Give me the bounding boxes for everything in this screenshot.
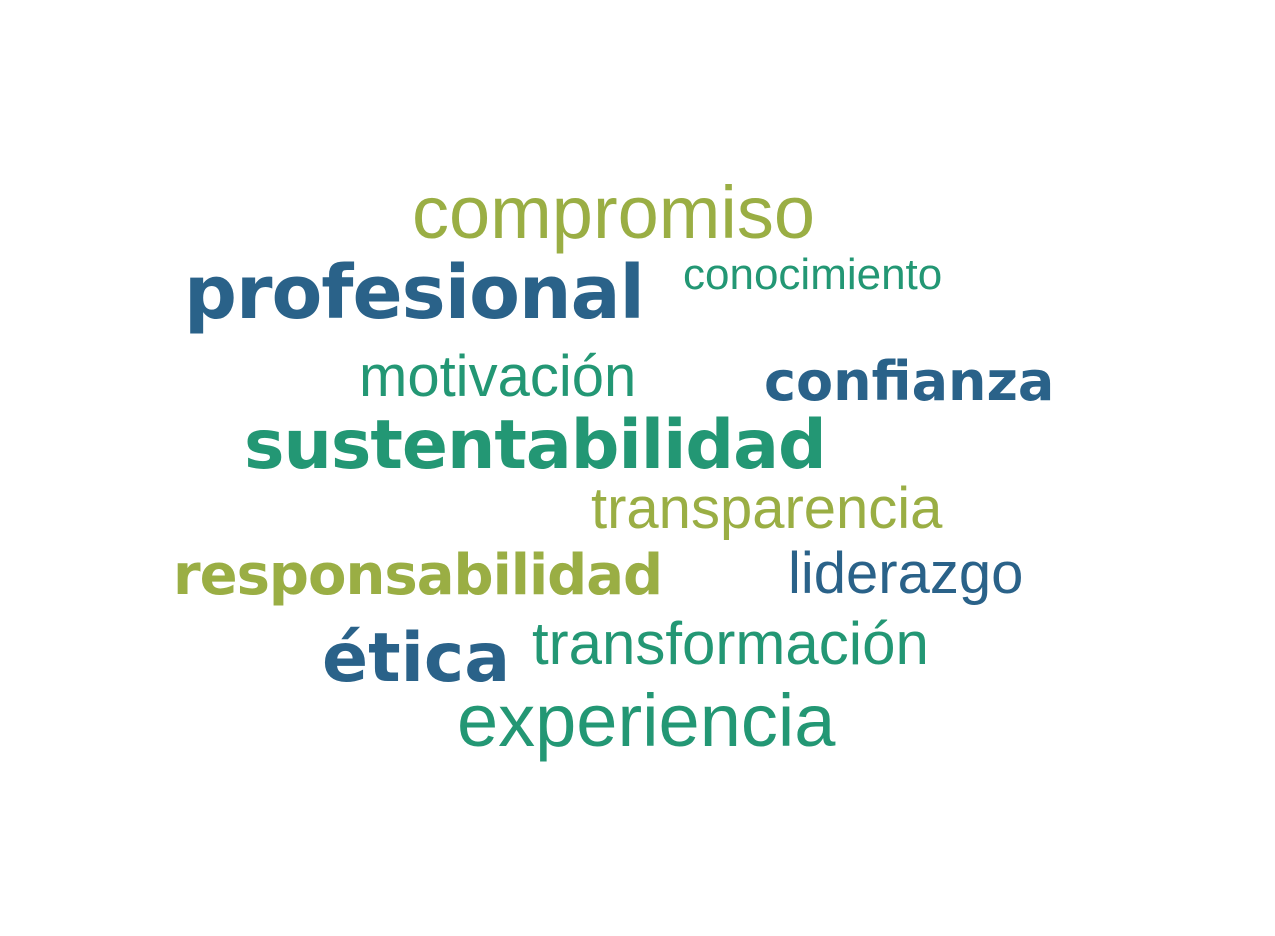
word-compromiso: compromiso	[412, 171, 815, 254]
word-motivacion: motivación	[359, 344, 637, 409]
word-etica: ética	[322, 619, 511, 698]
word-liderazgo: liderazgo	[788, 541, 1024, 606]
word-experiencia: experiencia	[457, 679, 836, 762]
word-confianza: confianza	[764, 350, 1055, 413]
word-responsabilidad: responsabilidad	[173, 543, 663, 608]
word-profesional: profesional	[184, 250, 645, 336]
word-conocimiento: conocimiento	[683, 250, 943, 299]
word-transparencia: transparencia	[591, 476, 943, 541]
word-sustentabilidad: sustentabilidad	[244, 406, 827, 485]
word-transformacion: transformación	[532, 610, 929, 677]
